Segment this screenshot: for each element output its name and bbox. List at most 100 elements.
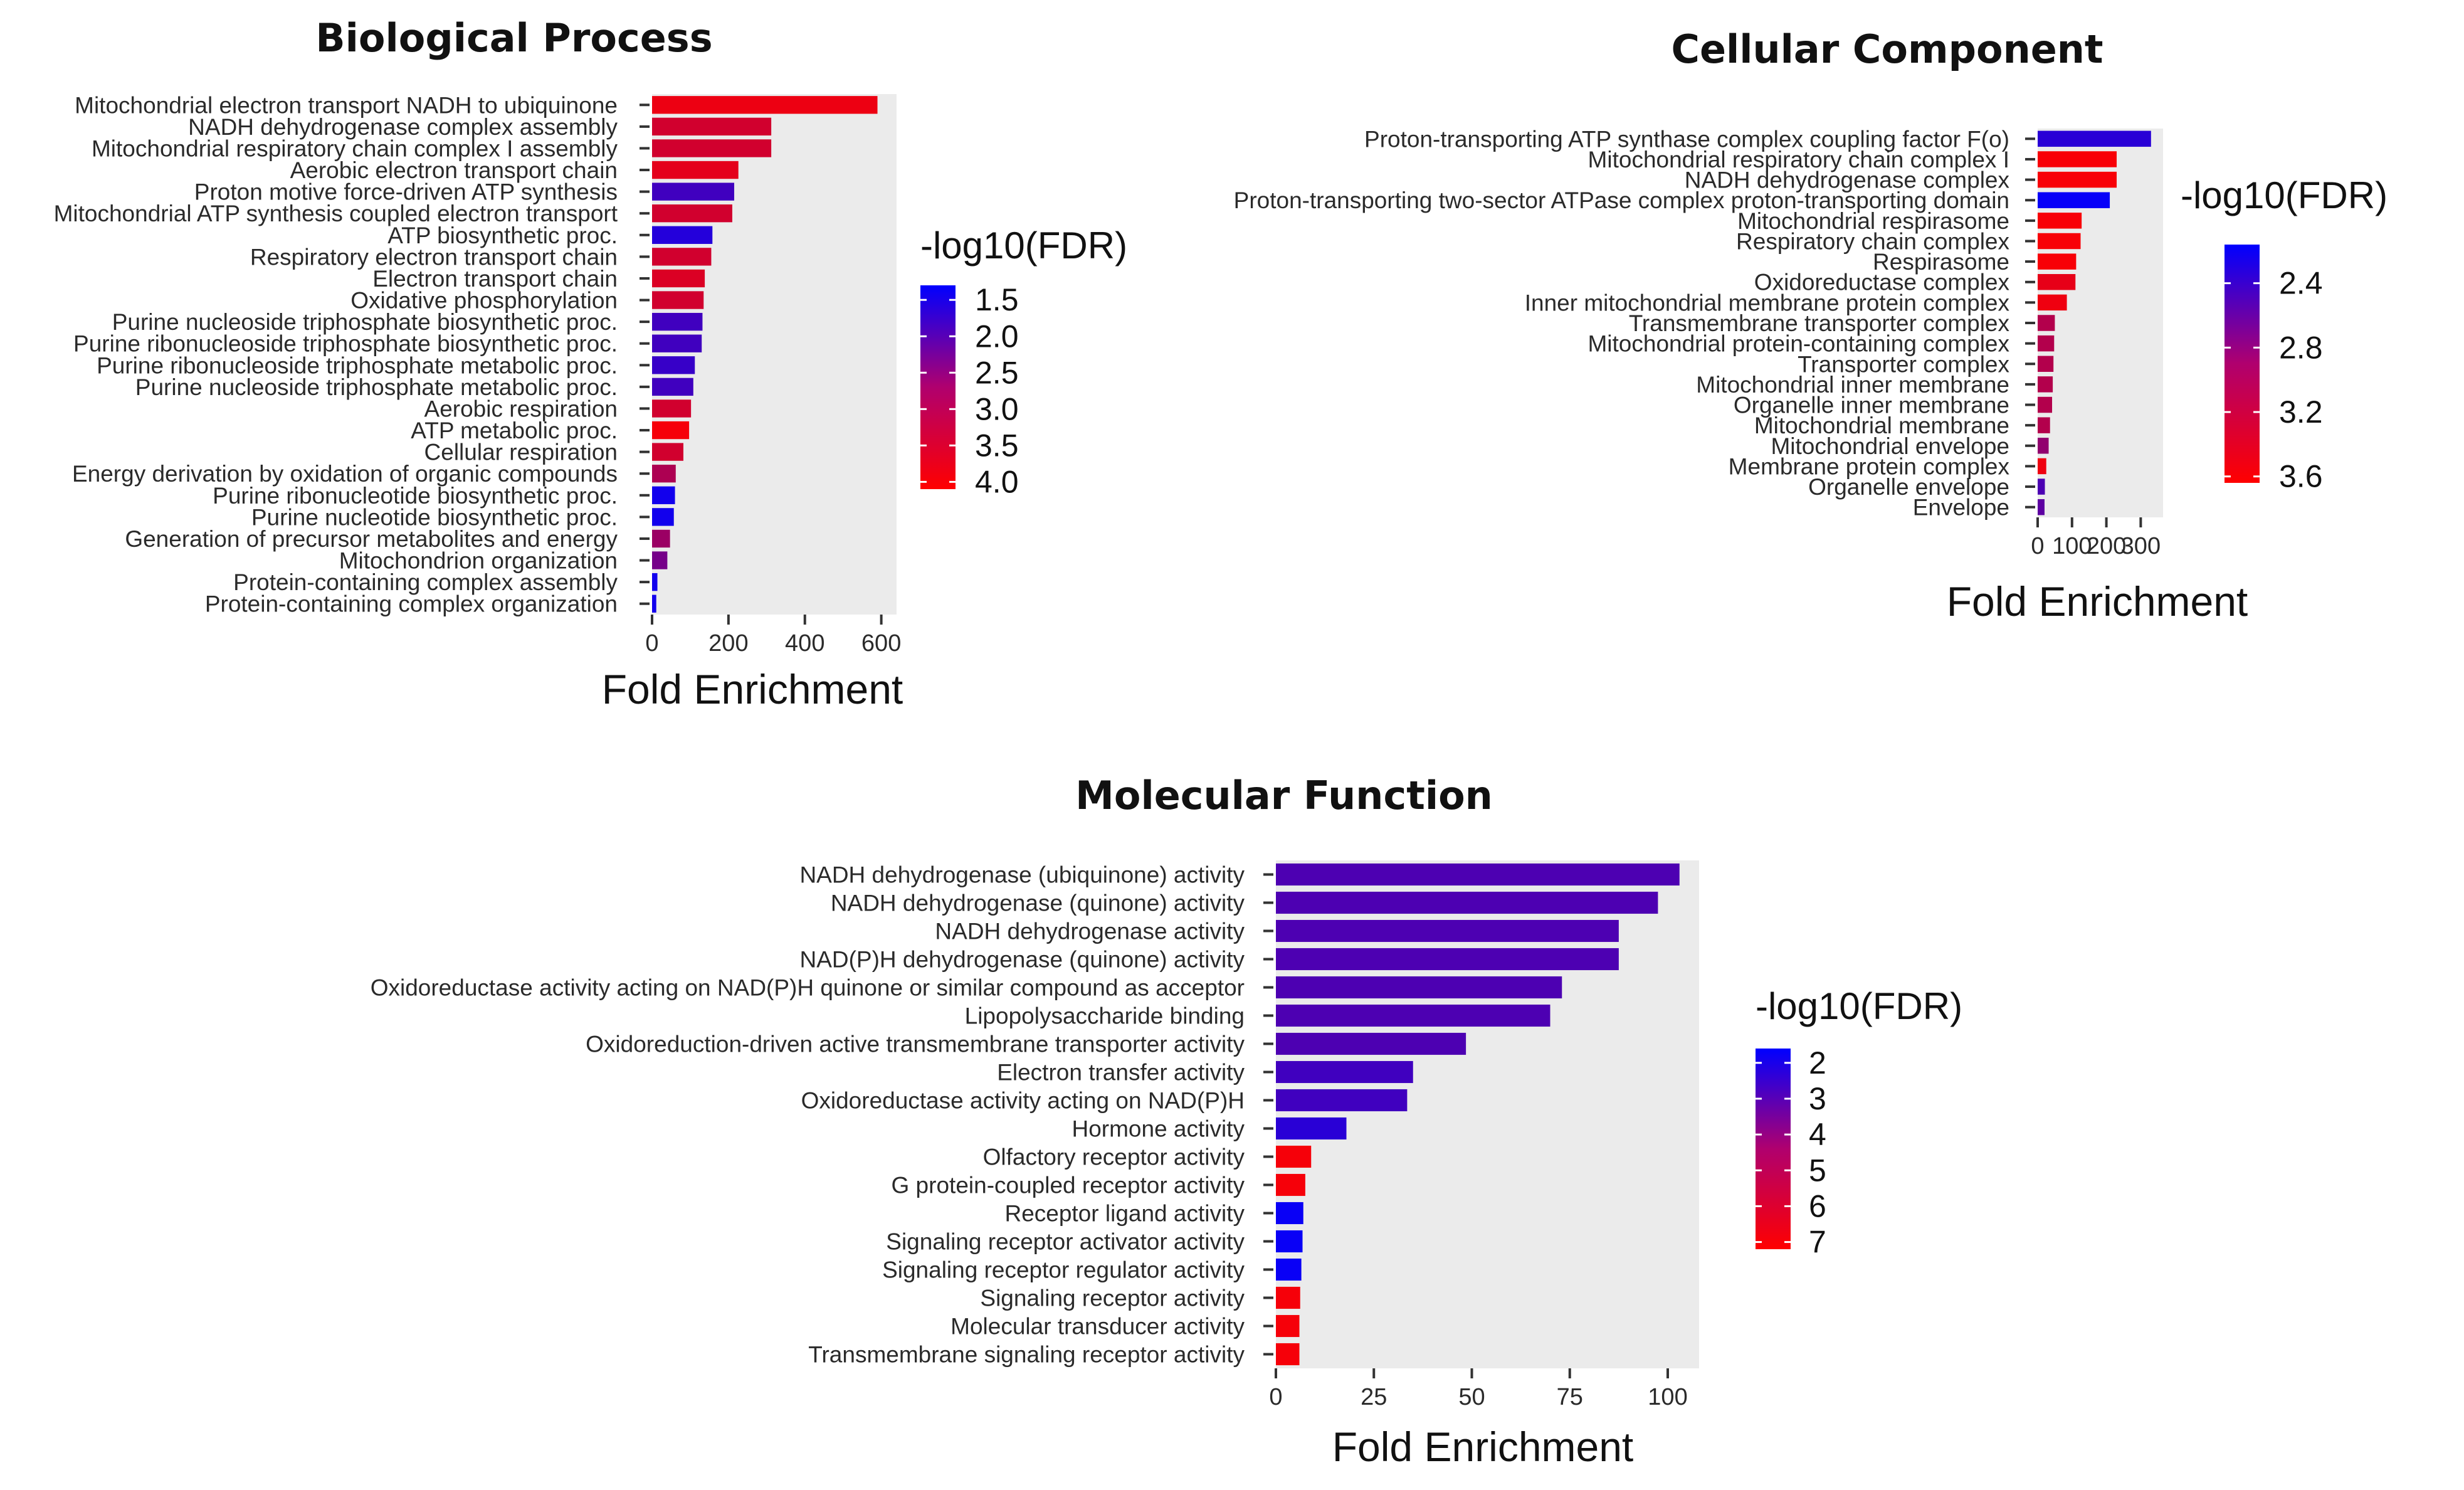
category-label: Purine nucleoside triphosphate metabolic…	[135, 374, 618, 400]
x-tick-label: 50	[1458, 1384, 1485, 1410]
bar	[2038, 499, 2045, 515]
chart-2: Cellular Component Proton-transporting AT…	[1234, 26, 2388, 625]
category-label: Protein-containing complex assembly	[233, 569, 618, 595]
bar	[652, 421, 690, 440]
bar	[652, 378, 693, 396]
legend-tick-label: 2.5	[975, 355, 1019, 390]
legend-tick-label: 2.4	[2279, 266, 2323, 301]
category-label: Lipopolysaccharide binding	[965, 1003, 1245, 1029]
bar	[1276, 948, 1619, 971]
bar	[1276, 1286, 1300, 1309]
bar	[2038, 396, 2053, 413]
category-label: Olfactory receptor activity	[983, 1144, 1245, 1170]
bar	[652, 117, 772, 136]
x-tick-label: 0	[645, 630, 658, 657]
chart-title: Biological Process	[315, 15, 712, 61]
category-label: Generation of precursor metabolites and …	[125, 526, 618, 552]
x-tick-label: 75	[1557, 1384, 1583, 1410]
x-axis-label: Fold Enrichment	[1947, 578, 2248, 625]
bar	[1276, 1314, 1300, 1338]
category-label: Oxidoreduction-driven active transmembra…	[586, 1032, 1245, 1057]
chart-title: Cellular Component	[1671, 26, 2103, 72]
x-tick-label: 200	[2087, 533, 2126, 559]
x-tick-label: 200	[708, 630, 748, 657]
category-label: Oxidoreductase activity acting on NAD(P)…	[371, 975, 1245, 1001]
category-label: Transmembrane transporter complex	[1629, 310, 2010, 336]
bar	[652, 573, 658, 591]
category-label: Purine nucleoside triphosphate biosynthe…	[112, 309, 618, 335]
category-label: Organelle inner membrane	[1734, 393, 2009, 418]
bar	[652, 182, 735, 201]
legend-tick-label: 7	[1809, 1225, 1826, 1260]
category-label: Respiratory chain complex	[1736, 228, 2009, 254]
category-label: Signaling receptor regulator activity	[882, 1257, 1245, 1283]
bar	[1276, 1117, 1347, 1140]
category-label: Signaling receptor activity	[980, 1286, 1245, 1311]
category-label: Cellular respiration	[424, 440, 618, 465]
category-label: Oxidoreductase complex	[1754, 270, 2010, 295]
bar	[1276, 891, 1658, 914]
legend-title: -log10(FDR)	[920, 225, 1127, 267]
bar	[2038, 315, 2055, 331]
category-label: NADH dehydrogenase (ubiquinone) activity	[799, 862, 1245, 888]
x-tick-label: 600	[861, 630, 901, 657]
bar	[2038, 253, 2077, 270]
category-label: Protein-containing complex organization	[205, 591, 618, 617]
bar	[652, 226, 713, 244]
category-label: Membrane protein complex	[1729, 453, 2010, 479]
bar	[2038, 192, 2110, 208]
bar	[652, 443, 683, 461]
legend-tick-label: 3.0	[975, 391, 1019, 426]
legend-colorbar	[1756, 1049, 1791, 1249]
category-label: Hormone activity	[1071, 1116, 1245, 1142]
category-label: Mitochondrion organization	[339, 548, 618, 574]
bar	[652, 96, 878, 114]
bar	[652, 465, 676, 483]
bar	[652, 594, 656, 613]
category-label: Mitochondrial membrane	[1754, 413, 2009, 438]
category-label: NAD(P)H dehydrogenase (quinone) activity	[799, 947, 1245, 973]
legend-tick-label: 2	[1809, 1045, 1826, 1081]
bar	[1276, 1032, 1466, 1055]
bar	[2038, 376, 2053, 393]
bar	[652, 269, 705, 288]
bar	[2038, 417, 2050, 433]
x-tick-label: 0	[2031, 533, 2044, 559]
bar	[652, 508, 674, 526]
bar	[652, 248, 712, 266]
category-label: Oxidoreductase activity acting on NAD(P)…	[801, 1088, 1245, 1114]
category-label: Purine ribonucleotide biosynthetic proc.	[213, 483, 618, 509]
bar	[1276, 1145, 1312, 1168]
x-tick-label: 0	[1269, 1384, 1282, 1410]
category-label: Purine nucleotide biosynthetic proc.	[251, 504, 618, 530]
bar	[2038, 356, 2054, 372]
bar	[652, 312, 703, 331]
legend-colorbar	[920, 285, 956, 489]
bar	[652, 161, 739, 179]
x-tick-label: 100	[2052, 533, 2092, 559]
chart-title: Molecular Function	[1075, 773, 1493, 818]
category-label: Proton-transporting ATP synthase complex…	[1364, 126, 2009, 152]
bar	[652, 399, 692, 418]
category-label: Signaling receptor activator activity	[886, 1229, 1245, 1255]
x-tick-label: 300	[2121, 533, 2161, 559]
category-label: ATP metabolic proc.	[411, 418, 618, 443]
bar	[1276, 1202, 1303, 1225]
bar	[2038, 478, 2045, 495]
category-label: Electron transfer activity	[997, 1060, 1245, 1086]
category-label: Mitochondrial respiratory chain complex …	[1588, 147, 2009, 172]
x-tick-label: 400	[785, 630, 824, 657]
bar	[652, 291, 704, 309]
category-label: Aerobic respiration	[424, 396, 618, 421]
category-label: Respirasome	[1873, 249, 2009, 275]
bar	[1276, 1060, 1413, 1084]
category-label: Envelope	[1913, 495, 2009, 520]
category-label: Mitochondrial electron transport NADH to…	[75, 92, 618, 118]
bar	[1276, 1089, 1408, 1112]
category-label: Oxidative phosphorylation	[350, 288, 618, 314]
category-label: Mitochondrial protein-containing complex	[1587, 331, 2009, 357]
category-label: Proton-transporting two-sector ATPase co…	[1234, 188, 2009, 213]
bar	[652, 139, 772, 157]
legend-tick-label: 2.8	[2279, 330, 2323, 365]
